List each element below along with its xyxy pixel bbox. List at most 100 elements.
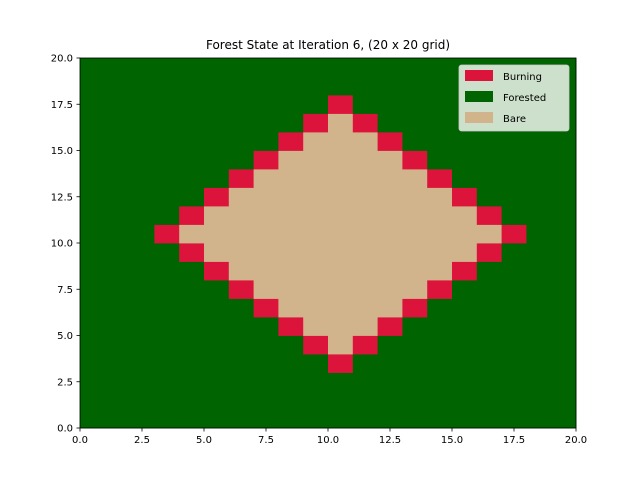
heatmap-cell-bare: [228, 206, 254, 225]
heatmap-cell-burning: [228, 280, 254, 299]
y-tick-label: 0.0: [57, 424, 73, 435]
heatmap-cell-forested: [452, 391, 478, 410]
heatmap-cell-forested: [228, 391, 254, 410]
heatmap-cell-forested: [154, 298, 180, 318]
heatmap-cell-forested: [80, 298, 106, 318]
heatmap-cell-burning: [204, 187, 230, 207]
heatmap-cell-forested: [427, 76, 453, 96]
heatmap-cell-forested: [476, 298, 502, 318]
heatmap-cell-forested: [526, 354, 552, 373]
x-tick-label: 10.0: [317, 435, 339, 446]
heatmap-cell-bare: [402, 206, 428, 225]
heatmap-cell-forested: [328, 372, 354, 392]
heatmap-cell-bare: [303, 150, 329, 170]
heatmap-cell-forested: [129, 317, 155, 336]
heatmap-cell-forested: [129, 95, 155, 114]
y-tick-label: 17.5: [51, 100, 73, 111]
heatmap-cell-bare: [228, 224, 254, 244]
heatmap-cell-forested: [129, 76, 155, 96]
heatmap-cell-forested: [104, 76, 130, 96]
heatmap-cell-forested: [501, 206, 527, 225]
heatmap-cell-forested: [452, 150, 478, 170]
heatmap-cell-forested: [278, 335, 304, 355]
heatmap-cell-forested: [352, 391, 378, 410]
heatmap-cell-forested: [551, 317, 577, 336]
heatmap-cell-bare: [352, 280, 378, 299]
heatmap-cell-forested: [80, 372, 106, 392]
heatmap-cell-forested: [179, 317, 205, 336]
heatmap-cell-forested: [303, 409, 329, 429]
heatmap-cell-bare: [303, 280, 329, 299]
heatmap-cell-forested: [452, 298, 478, 318]
heatmap-cell-forested: [526, 169, 552, 188]
heatmap-cell-forested: [179, 132, 205, 151]
heatmap-cell-bare: [328, 113, 354, 133]
y-tick-label: 10.0: [51, 239, 73, 250]
heatmap-cell-burning: [427, 280, 453, 299]
heatmap-cell-bare: [303, 169, 329, 188]
heatmap-cell-bare: [228, 243, 254, 262]
heatmap-cell-bare: [253, 187, 279, 207]
heatmap-cell-forested: [80, 354, 106, 373]
y-tick-label: 15.0: [51, 146, 73, 157]
heatmap-cell-forested: [204, 95, 230, 114]
heatmap-cell-forested: [526, 150, 552, 170]
heatmap-cell-bare: [377, 243, 403, 262]
heatmap-cell-forested: [476, 372, 502, 392]
heatmap-cell-forested: [253, 58, 279, 77]
heatmap-cell-forested: [501, 317, 527, 336]
heatmap-cell-bare: [352, 224, 378, 244]
heatmap-cell-forested: [179, 76, 205, 96]
x-tick-label: 0.0: [72, 435, 88, 446]
heatmap-cell-forested: [352, 76, 378, 96]
heatmap-cell-forested: [551, 243, 577, 262]
heatmap-cell-bare: [253, 206, 279, 225]
heatmap-cell-forested: [427, 372, 453, 392]
heatmap-cell-forested: [253, 354, 279, 373]
heatmap-cell-forested: [154, 132, 180, 151]
heatmap-cell-forested: [526, 298, 552, 318]
heatmap-cell-burning: [352, 113, 378, 133]
heatmap-cell-forested: [551, 132, 577, 151]
heatmap-cell-burning: [352, 335, 378, 355]
heatmap-cell-bare: [278, 224, 304, 244]
heatmap-cell-bare: [427, 261, 453, 281]
heatmap-cell-forested: [402, 317, 428, 336]
heatmap-cell-bare: [402, 280, 428, 299]
heatmap-cell-bare: [452, 206, 478, 225]
heatmap-cell-bare: [278, 169, 304, 188]
heatmap-cell-forested: [352, 95, 378, 114]
heatmap-cell-forested: [377, 95, 403, 114]
heatmap-cell-bare: [377, 261, 403, 281]
heatmap-cell-bare: [303, 132, 329, 151]
heatmap-cell-forested: [501, 335, 527, 355]
heatmap-cell-forested: [551, 372, 577, 392]
heatmap-cell-forested: [402, 391, 428, 410]
x-tick-label: 7.5: [258, 435, 274, 446]
heatmap-cell-forested: [104, 150, 130, 170]
heatmap-cell-forested: [228, 58, 254, 77]
heatmap-cell-forested: [476, 280, 502, 299]
heatmap-cell-forested: [452, 169, 478, 188]
heatmap-cell-forested: [476, 317, 502, 336]
legend-label-bare: Bare: [503, 114, 526, 125]
heatmap-cell-bare: [278, 280, 304, 299]
heatmap-cell-forested: [179, 409, 205, 429]
heatmap-cell-forested: [154, 187, 180, 207]
heatmap-cell-forested: [129, 243, 155, 262]
legend-label-forested: Forested: [503, 93, 546, 104]
heatmap-cell-forested: [402, 76, 428, 96]
x-tick-label: 5.0: [196, 435, 212, 446]
heatmap-cell-forested: [476, 409, 502, 429]
heatmap-cell-forested: [179, 187, 205, 207]
heatmap-cell-forested: [154, 95, 180, 114]
heatmap-cell-forested: [253, 95, 279, 114]
heatmap-cell-bare: [427, 206, 453, 225]
heatmap-cell-bare: [352, 261, 378, 281]
heatmap-cell-burning: [253, 150, 279, 170]
heatmap-cell-forested: [80, 169, 106, 188]
heatmap-cell-forested: [452, 372, 478, 392]
heatmap-cell-bare: [377, 224, 403, 244]
heatmap-cell-forested: [129, 409, 155, 429]
heatmap-cell-forested: [179, 298, 205, 318]
